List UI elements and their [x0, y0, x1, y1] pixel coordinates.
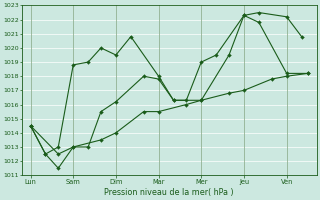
X-axis label: Pression niveau de la mer( hPa ): Pression niveau de la mer( hPa ): [104, 188, 234, 197]
